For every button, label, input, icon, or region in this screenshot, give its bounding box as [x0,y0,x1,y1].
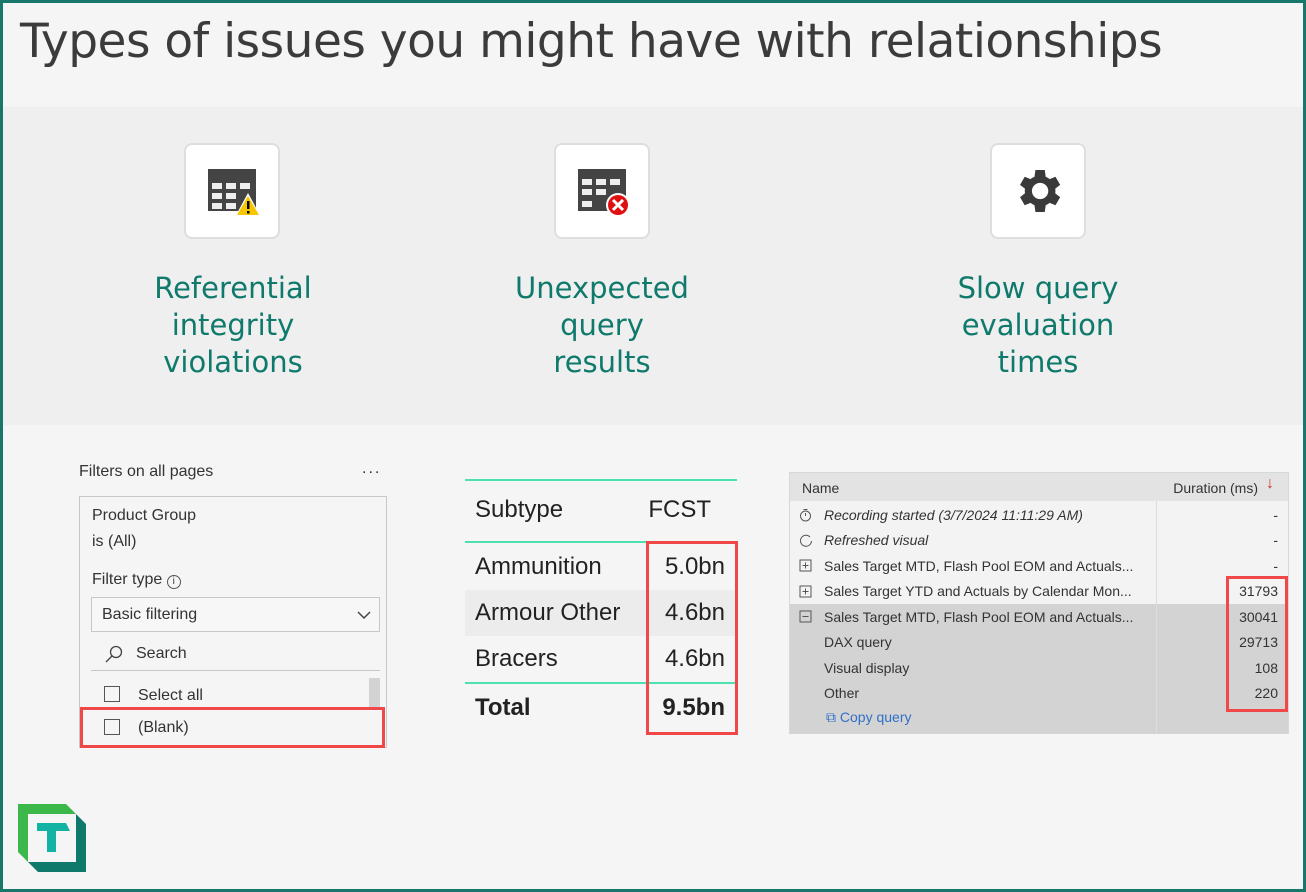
filter-type-dropdown[interactable]: Basic filtering [91,597,380,632]
filter-type-label: Filter type i [92,571,181,589]
gear-icon [1020,170,1061,212]
perf-row-duration: - [1273,532,1278,549]
expand-icon[interactable] [799,559,812,572]
highlight-blank [80,707,385,748]
perf-row[interactable]: Sales Target MTD, Flash Pool EOM and Act… [790,604,1288,630]
issue-card-referential-integrity [184,143,280,239]
table-row: Ammunition 5.0bn [475,553,725,580]
perf-header: Name Duration (ms) ↓ [790,473,1288,501]
table-error-icon [578,169,630,217]
perf-row-duration: 31793 [1239,583,1278,600]
timer-icon [799,508,812,522]
perf-row[interactable]: Sales Target YTD and Actuals by Calendar… [790,579,1288,605]
item-label: Select all [138,687,203,704]
issue-caption: Referential integrity violations [154,271,312,379]
info-icon[interactable]: i [166,575,181,589]
issue-caption: Slow query evaluation times [957,271,1119,379]
filter-field: Product Group [92,507,197,524]
perf-row-name: DAX query [824,634,892,651]
column-header: Subtype [475,496,564,523]
checkbox-blank[interactable] [104,719,120,735]
filters-header: Filters on all pages [79,463,214,480]
perf-row-duration: - [1273,557,1278,574]
copy-icon: ⧉ [826,709,836,725]
perf-row-name: Visual display [824,659,910,676]
table-row: Armour Other 4.6bn [465,590,735,636]
filter-card: Product Group is (All) Filter type i Bas… [79,496,387,748]
copy-query-link[interactable]: ⧉ Copy query [826,709,912,725]
logo-icon [18,804,86,872]
perf-row-duration: 108 [1254,659,1278,676]
filter-condition: is (All) [92,533,137,550]
item-label: (Blank) [138,719,189,736]
issue-card-unexpected-results [554,143,650,239]
perf-row-name: Sales Target MTD, Flash Pool EOM and Act… [824,557,1134,574]
perf-row[interactable]: Other 220 [790,681,1288,707]
perf-row-name: Recording started (3/7/2024 11:11:29 AM) [824,506,1083,523]
more-options-button[interactable]: ... [362,460,382,477]
search-input[interactable]: Search [91,639,380,671]
perf-row[interactable]: Refreshed visual - [790,528,1288,554]
highlight-durations [1226,576,1288,712]
perf-row-duration: - [1273,506,1278,523]
scrollbar[interactable] [369,678,380,708]
perf-row[interactable]: DAX query 29713 [790,630,1288,656]
collapse-icon[interactable] [799,610,812,623]
perf-row-name: Sales Target YTD and Actuals by Calendar… [824,583,1132,600]
perf-row[interactable]: Recording started (3/7/2024 11:11:29 AM)… [790,502,1288,528]
perf-row-name: Other [824,685,860,702]
column-name[interactable]: Name [802,480,840,496]
perf-row-duration: 30041 [1239,608,1278,625]
checkbox-select-all[interactable] [104,686,120,702]
chevron-down-icon [357,611,371,620]
table-row: Bracers 4.6bn [475,645,725,672]
table-total-row: Total 9.5bn [475,694,725,721]
column-duration[interactable]: Duration (ms) [1173,480,1258,496]
table-header: Subtype FCST [465,481,735,539]
table-warning-icon [208,169,261,217]
expand-icon[interactable] [799,585,812,598]
refresh-icon [799,534,812,547]
column-header: FCST [648,496,711,523]
issue-caption: Unexpected query results [515,271,689,379]
perf-row-name: Sales Target MTD, Flash Pool EOM and Act… [824,608,1134,625]
perf-row-duration: 29713 [1239,634,1278,651]
perf-row[interactable]: Visual display 108 [790,655,1288,681]
highlight-fcst [646,541,738,735]
perf-row-name: Refreshed visual [824,532,929,549]
issue-card-slow-query [990,143,1086,239]
performance-analyzer: Name Duration (ms) ↓ Recording started (… [789,472,1289,734]
search-icon [105,645,123,663]
sort-desc-icon[interactable]: ↓ [1266,475,1274,492]
perf-row-duration: 220 [1254,685,1278,702]
page-title: Types of issues you might have with rela… [20,14,1163,69]
perf-row[interactable]: Sales Target MTD, Flash Pool EOM and Act… [790,553,1288,579]
